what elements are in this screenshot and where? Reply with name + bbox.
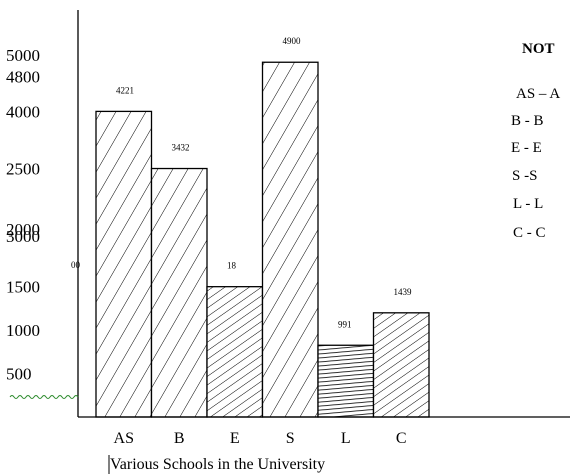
- spellcheck-squiggle: [9, 395, 79, 399]
- legend-title: NOT: [522, 41, 555, 57]
- category-labels: AS B E S L C: [114, 430, 407, 447]
- bar: [150, 167, 208, 418]
- category-label: E: [230, 430, 240, 447]
- legend-item: S -S: [512, 168, 537, 184]
- data-label: 4900: [283, 36, 302, 46]
- bars: [95, 61, 430, 418]
- bar: [206, 286, 264, 418]
- data-label: 18: [227, 261, 237, 271]
- legend: AS – A B - B E - E S -S L - L C - C: [511, 86, 560, 241]
- stray-label: 00: [71, 260, 81, 270]
- y-tick-label: 1000: [6, 321, 40, 340]
- bar: [95, 110, 153, 418]
- data-label: 1439: [394, 287, 413, 297]
- legend-item: E - E: [511, 140, 542, 156]
- bar: [317, 344, 375, 418]
- data-labels: 4221 3432 18 4900 991 1439: [116, 36, 412, 329]
- bar: [261, 61, 319, 418]
- data-label: 3432: [172, 143, 190, 153]
- data-label: 991: [338, 319, 352, 329]
- legend-item: L - L: [513, 196, 543, 212]
- category-label: L: [341, 430, 351, 447]
- data-label: 4221: [116, 85, 134, 95]
- y-tick-label: 500: [6, 365, 32, 384]
- category-label: AS: [114, 430, 134, 447]
- x-axis-label: Various Schools in the University: [110, 456, 325, 473]
- legend-item: B - B: [511, 113, 544, 129]
- category-label: S: [286, 430, 295, 447]
- y-tick-label: 1500: [6, 278, 40, 297]
- bar: [372, 312, 430, 418]
- legend-item: C - C: [513, 225, 546, 241]
- y-tick-label: 3000: [6, 227, 40, 246]
- y-tick-label: 2500: [6, 160, 40, 179]
- y-tick-label: 4800: [6, 68, 40, 87]
- y-tick-label: 4000: [6, 102, 40, 121]
- y-tick-label: 5000: [6, 46, 40, 65]
- category-label: B: [174, 430, 185, 447]
- legend-item: AS – A: [516, 86, 560, 102]
- y-tick-label: 2000: [6, 220, 40, 239]
- category-label: C: [396, 430, 407, 447]
